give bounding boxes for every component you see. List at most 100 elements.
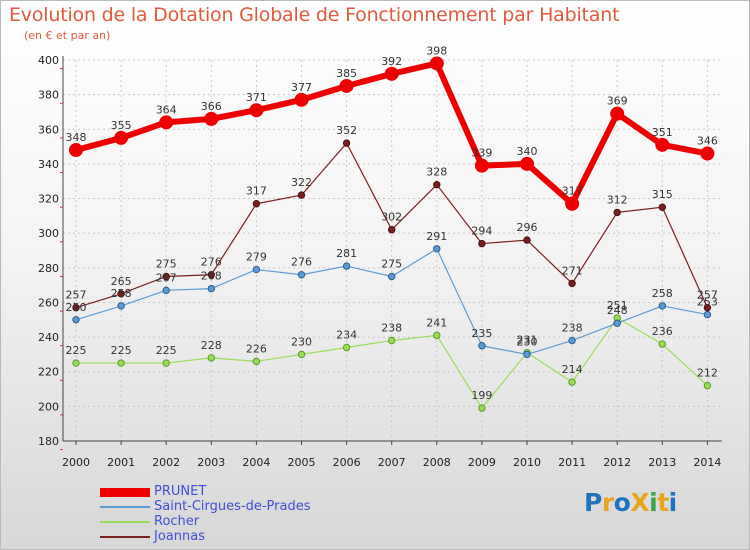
data-point-rocher	[658, 340, 666, 348]
data-label-prunet: 398	[426, 44, 447, 57]
data-label-rocher: 212	[697, 367, 718, 380]
x-tick-label: 2005	[288, 456, 316, 469]
data-point-saint-cirgues-de-prades	[703, 310, 712, 319]
data-label-prunet: 392	[381, 55, 402, 68]
data-label-rocher: 241	[426, 316, 447, 329]
data-point-saint-cirgues-de-prades	[478, 342, 486, 350]
data-point-saint-cirgues-de-prades	[433, 245, 441, 253]
y-tick-label: 400	[38, 54, 59, 67]
x-tick-label: 2010	[513, 456, 541, 469]
y-tick-label: 300	[38, 227, 59, 240]
proxiti-logo: ProXiti	[584, 488, 677, 517]
series-prunet	[69, 56, 715, 211]
data-point-rocher	[342, 343, 351, 352]
legend-label: Rocher	[154, 514, 200, 529]
data-label-prunet: 377	[291, 81, 312, 94]
data-label-prunet: 348	[66, 131, 87, 144]
x-tick-label: 2004	[242, 456, 270, 469]
x-tick-label: 2008	[423, 456, 451, 469]
legend-label: PRUNET	[154, 484, 207, 499]
data-point-saint-cirgues-de-prades	[342, 262, 351, 270]
data-point-prunet	[114, 130, 129, 145]
data-label-saint-cirgues-de-prades: 253	[697, 296, 718, 309]
x-tick-label: 2003	[197, 456, 225, 469]
data-point-joannas	[207, 271, 216, 279]
y-tick-label: 200	[38, 400, 59, 413]
series-layer	[69, 56, 715, 412]
grid	[63, 59, 722, 442]
logo-letter: i	[668, 488, 678, 517]
data-point-saint-cirgues-de-prades	[162, 286, 170, 295]
data-label-rocher: 251	[607, 299, 628, 312]
logo-letter: i	[649, 488, 658, 517]
x-tick-label: 2013	[648, 456, 676, 469]
data-point-prunet	[249, 103, 264, 118]
data-point-rocher	[207, 354, 216, 362]
data-point-prunet	[159, 115, 174, 130]
data-point-joannas	[568, 279, 576, 288]
x-tick-label: 2002	[152, 456, 180, 469]
data-point-saint-cirgues-de-prades	[207, 284, 216, 293]
y-tick-label: 180	[38, 435, 59, 448]
data-point-rocher	[703, 381, 712, 390]
data-label-saint-cirgues-de-prades: 238	[562, 322, 583, 335]
y-tick-label: 320	[38, 193, 59, 206]
data-point-rocher	[72, 359, 80, 367]
data-point-prunet	[69, 143, 83, 158]
data-point-rocher	[162, 359, 170, 367]
legend-swatch	[100, 536, 150, 538]
data-label-joannas: 315	[652, 188, 673, 201]
data-point-joannas	[342, 139, 351, 147]
data-label-prunet: 366	[201, 100, 222, 113]
y-tick-label: 360	[38, 123, 59, 136]
series-saint-cirgues-de-prades	[72, 245, 712, 359]
data-label-saint-cirgues-de-prades: 248	[607, 304, 628, 317]
logo-letter: X	[630, 488, 650, 517]
data-label-joannas: 294	[471, 225, 492, 238]
legend-swatch	[100, 506, 150, 508]
data-point-rocher	[433, 331, 441, 340]
legend-label: Saint-Cirgues-de-Prades	[154, 499, 311, 514]
data-label-saint-cirgues-de-prades: 281	[336, 247, 357, 260]
data-label-saint-cirgues-de-prades: 235	[471, 327, 492, 340]
logo-letter: o	[613, 488, 631, 517]
data-label-joannas: 276	[201, 256, 222, 269]
logo-letter: t	[657, 488, 669, 517]
data-label-saint-cirgues-de-prades: 291	[426, 230, 447, 243]
data-label-saint-cirgues-de-prades: 276	[291, 256, 312, 269]
data-label-prunet: 351	[652, 126, 673, 139]
data-label-joannas: 322	[291, 176, 312, 189]
data-point-rocher	[297, 350, 306, 359]
data-point-saint-cirgues-de-prades	[568, 336, 576, 345]
legend-label: Joannas	[154, 529, 205, 544]
data-point-prunet	[384, 66, 399, 81]
data-label-prunet: 385	[336, 67, 357, 80]
data-point-prunet	[474, 158, 489, 173]
data-label-prunet: 369	[607, 95, 628, 108]
data-label-joannas: 352	[336, 124, 357, 137]
data-label-saint-cirgues-de-prades: 258	[652, 287, 673, 300]
x-tick-label: 2012	[603, 456, 631, 469]
x-tick-label: 2011	[558, 456, 586, 469]
data-point-prunet	[339, 78, 354, 93]
data-label-rocher: 225	[156, 344, 177, 357]
data-label-rocher: 231	[517, 334, 538, 347]
data-label-rocher: 214	[562, 363, 583, 376]
data-point-joannas	[162, 272, 170, 281]
data-point-rocher	[388, 336, 396, 345]
data-label-saint-cirgues-de-prades: 275	[381, 257, 402, 270]
legend-swatch	[100, 487, 150, 497]
data-point-joannas	[117, 290, 125, 298]
data-label-rocher: 238	[381, 322, 402, 335]
legend-swatch	[100, 521, 150, 523]
x-tick-label: 2007	[378, 456, 406, 469]
chart-subtitle: (en € et par an)	[24, 29, 111, 42]
x-tick-label: 2000	[62, 456, 90, 469]
data-point-prunet	[565, 196, 580, 211]
data-label-saint-cirgues-de-prades: 250	[66, 301, 87, 314]
data-point-saint-cirgues-de-prades	[523, 350, 531, 359]
data-label-joannas: 265	[111, 275, 132, 288]
data-point-rocher	[568, 378, 576, 386]
